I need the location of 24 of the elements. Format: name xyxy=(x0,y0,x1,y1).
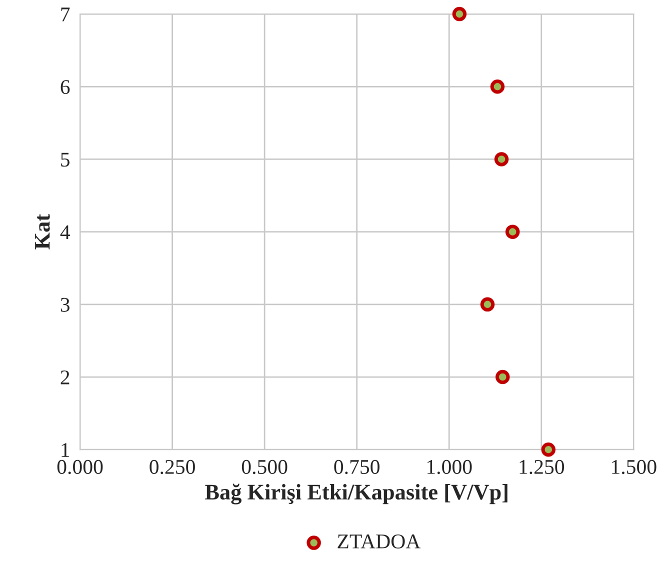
y-tick-label: 4 xyxy=(60,225,70,240)
point xyxy=(496,370,510,384)
x-tick-label: 1.000 xyxy=(428,460,472,474)
y-tick-label: 2 xyxy=(60,370,70,384)
point xyxy=(452,6,467,22)
y-tick-label: 7 xyxy=(61,8,70,22)
legend-label: ZTADOA xyxy=(338,534,421,548)
y-tick-label: 5 xyxy=(61,152,70,167)
point xyxy=(480,297,495,312)
y-tick-label: 1 xyxy=(62,443,70,457)
y-tick-label: 6 xyxy=(60,80,70,94)
x-axis-title: Bağ Kirişi Etki/Kapasite [V/Vp] xyxy=(205,484,508,504)
point xyxy=(494,152,509,166)
x-tick-label: 0.500 xyxy=(242,460,288,474)
x-tick-label: 0.250 xyxy=(150,460,195,474)
point xyxy=(490,80,505,94)
x-tick-label: 1.250 xyxy=(520,460,564,474)
x-tick-label: 1.500 xyxy=(612,460,656,474)
x-tick-label: 0.000 xyxy=(57,460,103,474)
point xyxy=(541,442,556,457)
x-tick-label: 0.750 xyxy=(334,460,380,474)
point xyxy=(505,224,520,239)
y-axis-title: Kat xyxy=(35,214,50,250)
y-tick-label: 3 xyxy=(60,298,70,312)
